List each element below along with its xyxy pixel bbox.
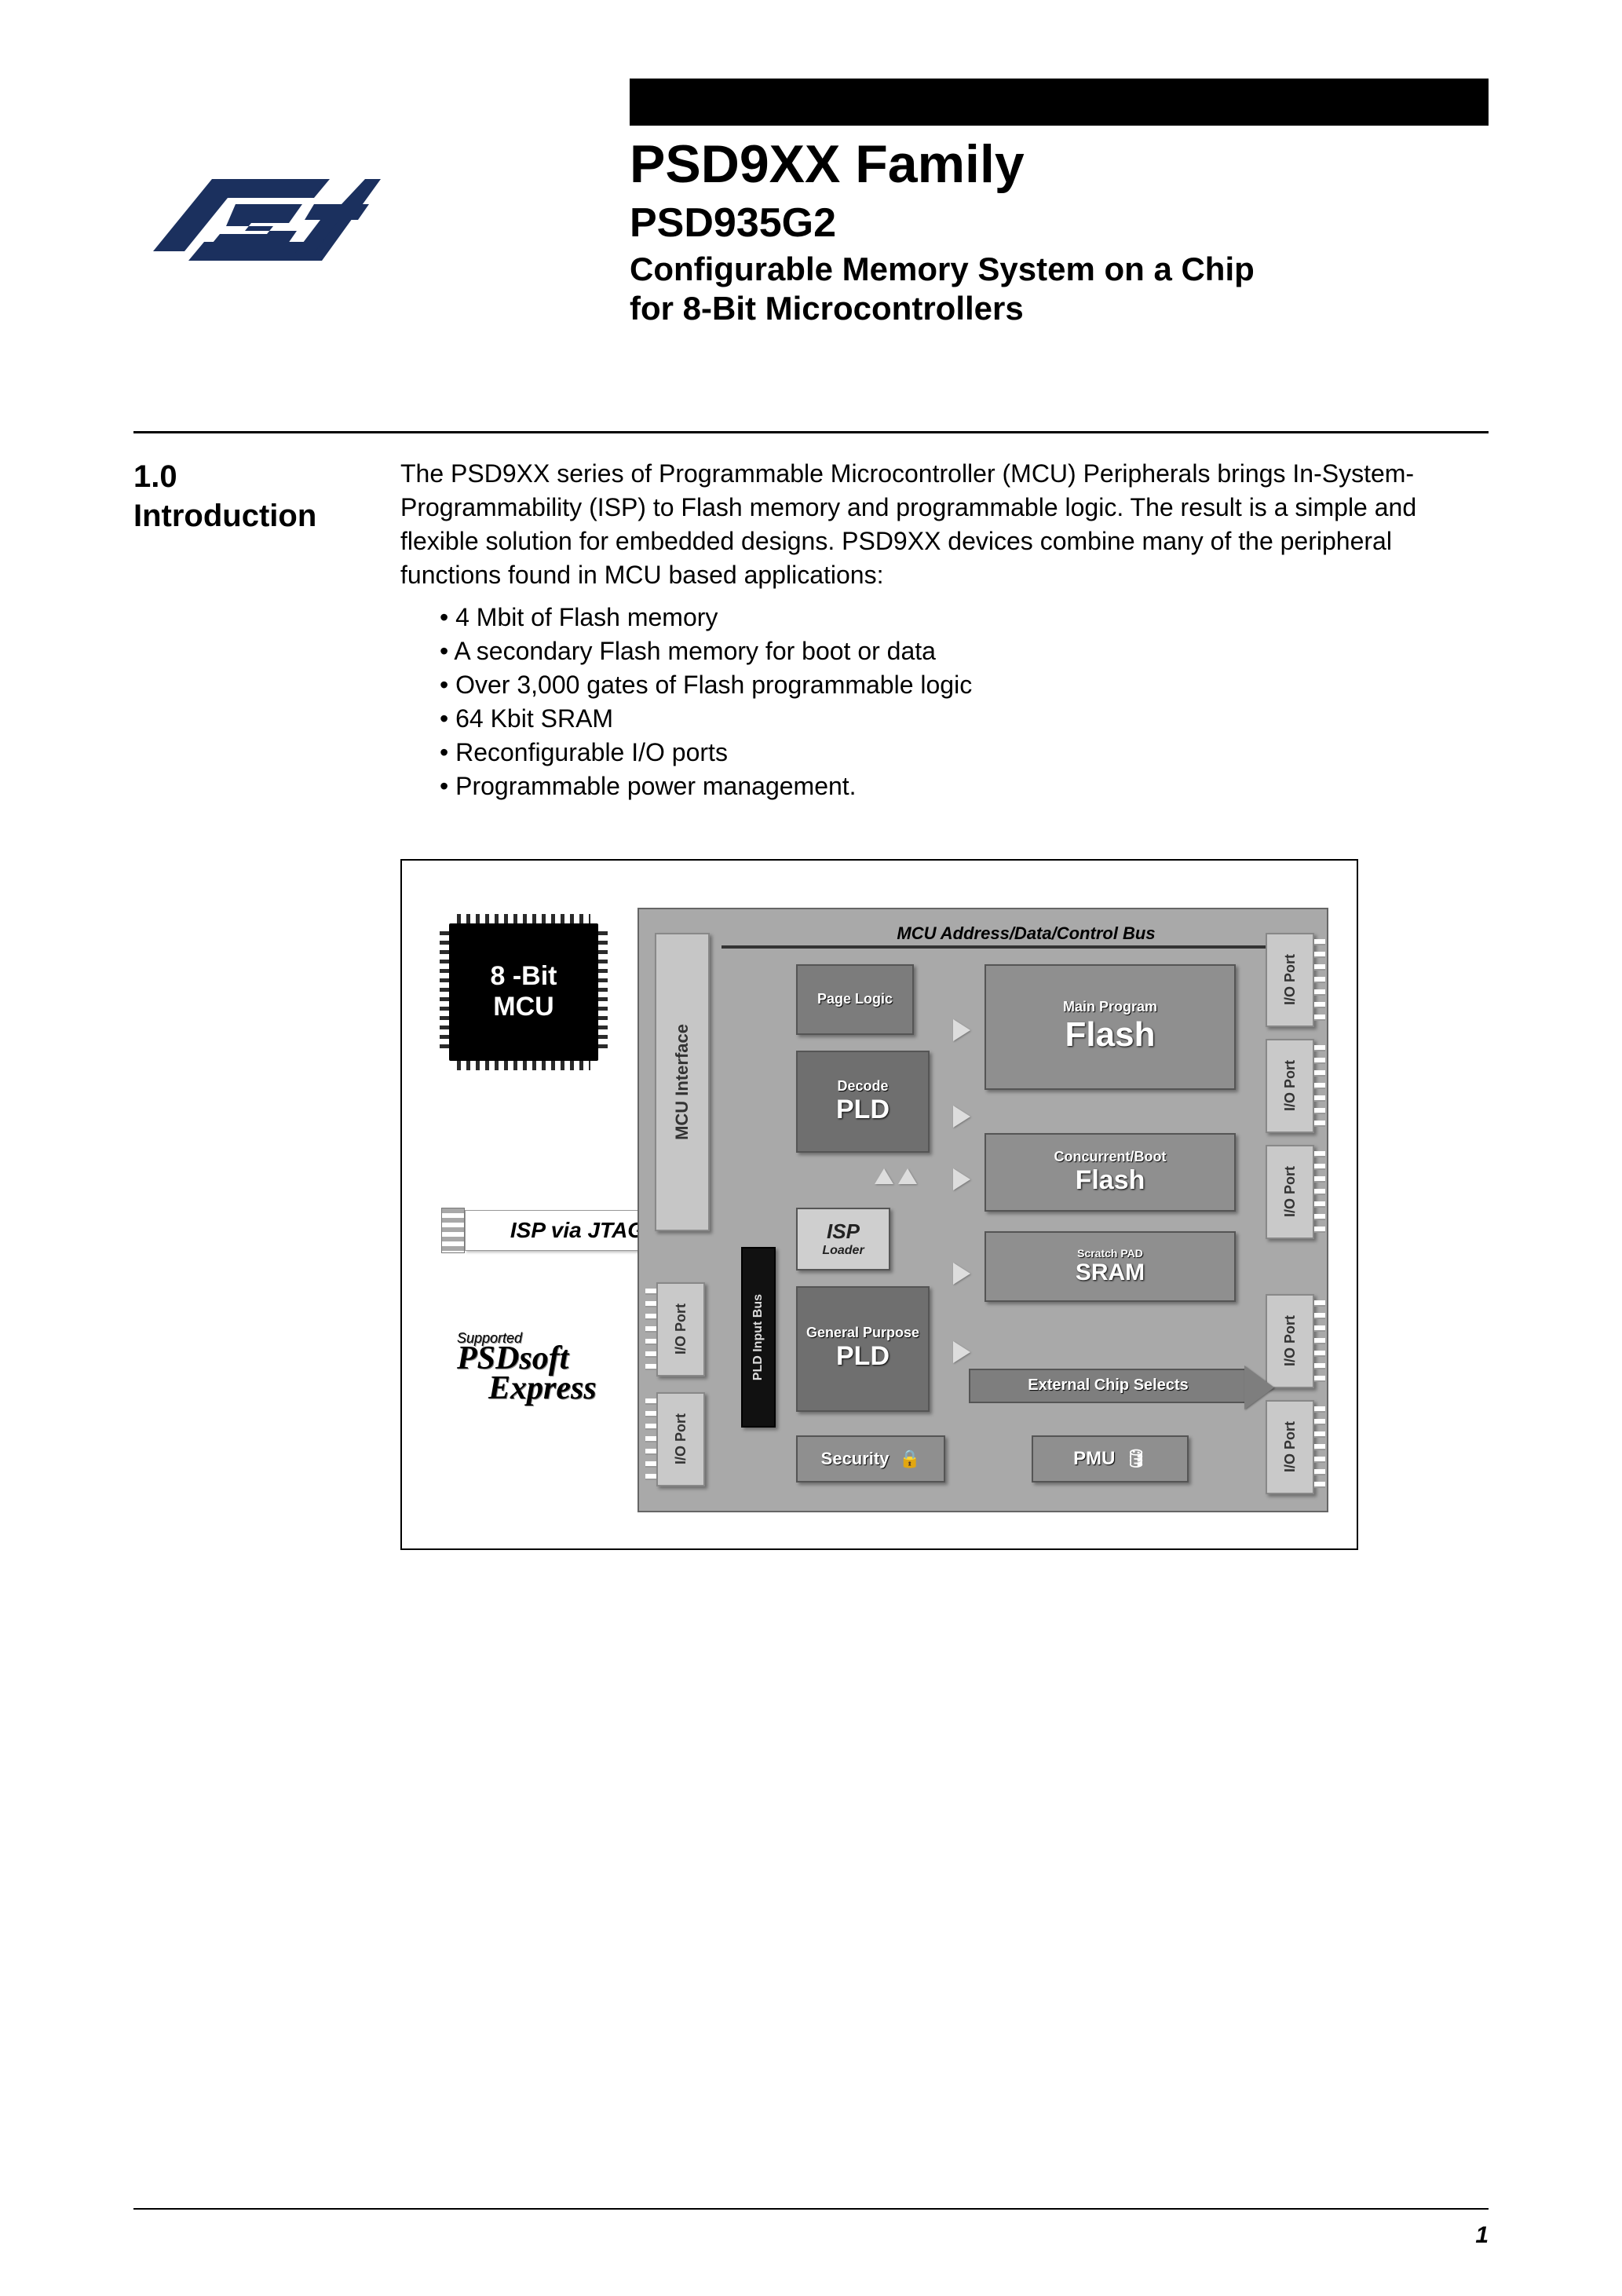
concurrent-boot-label: Concurrent/Boot: [1054, 1149, 1167, 1165]
pld-label: PLD: [836, 1095, 890, 1125]
io-port-label: I/O Port: [1282, 1315, 1299, 1366]
mcu-bus-line: [721, 945, 1311, 949]
psdsoft-l2: Express: [488, 1370, 597, 1406]
page-logic-block: Page Logic: [796, 964, 914, 1035]
lock-icon: 🔒: [899, 1449, 920, 1469]
gp-pld-label: PLD: [836, 1341, 890, 1372]
bullet-item: A secondary Flash memory for boot or dat…: [440, 634, 1489, 668]
flash-label-1: Flash: [1065, 1015, 1156, 1055]
pld-input-bus-block: PLD Input Bus: [741, 1247, 776, 1428]
title-subtitle-l2: for 8-Bit Microcontrollers: [630, 289, 1489, 328]
io-port-label: I/O Port: [1282, 1166, 1299, 1217]
mcu-interface-label: MCU Interface: [672, 1024, 692, 1140]
arrow-icon: [898, 1168, 917, 1184]
mcu-chip: 8 -Bit MCU: [449, 923, 598, 1061]
io-port-right-5: I/O Port: [1266, 1400, 1314, 1494]
page-number: 1: [1475, 2222, 1489, 2249]
io-port-left-1: I/O Port: [656, 1282, 705, 1377]
io-port-label: I/O Port: [673, 1303, 689, 1355]
io-port-label: I/O Port: [1282, 1060, 1299, 1111]
die-panel: MCU Address/Data/Control Bus MCU Interfa…: [637, 908, 1328, 1512]
decode-pld-block: Decode PLD: [796, 1051, 930, 1153]
pmu-label: PMU: [1073, 1448, 1115, 1469]
mcu-chip-l2: MCU: [493, 992, 553, 1022]
decode-label: Decode: [837, 1078, 888, 1095]
gp-label: General Purpose: [806, 1325, 919, 1341]
io-port-right-2: I/O Port: [1266, 1039, 1314, 1133]
section-heading: 1.0 Introduction: [133, 457, 400, 804]
st-logo: [133, 133, 630, 329]
title-subtitle-l1: Configurable Memory System on a Chip: [630, 250, 1489, 289]
isp-loader-block: ISP Loader: [796, 1208, 890, 1270]
intro-paragraph: The PSD9XX series of Programmable Microc…: [400, 457, 1489, 593]
database-icon: 🛢: [1125, 1449, 1147, 1469]
bullet-item: 4 Mbit of Flash memory: [440, 601, 1489, 634]
psdsoft-express-label: Supported PSDsoft Express: [457, 1332, 597, 1404]
title-part-number: PSD935G2: [630, 199, 1489, 247]
section-rule: [133, 431, 1489, 433]
io-port-label: I/O Port: [673, 1413, 689, 1464]
pmu-block: PMU 🛢: [1032, 1435, 1189, 1483]
external-chip-selects-block: External Chip Selects: [969, 1369, 1248, 1403]
title-family: PSD9XX Family: [630, 133, 1489, 195]
block-diagram: 8 -Bit MCU ISP via JTAG Supported PSDsof…: [400, 859, 1358, 1550]
sram-label: SRAM: [1076, 1260, 1145, 1286]
sram-block: Scratch PAD SRAM: [985, 1231, 1236, 1302]
page-logic-label: Page Logic: [817, 991, 893, 1007]
gp-pld-block: General Purpose PLD: [796, 1286, 930, 1412]
arrow-icon: [953, 1019, 970, 1041]
isp-label: ISP: [827, 1219, 860, 1244]
boot-flash-block: Concurrent/Boot Flash: [985, 1133, 1236, 1212]
bullet-item: Over 3,000 gates of Flash programmable l…: [440, 668, 1489, 702]
header-black-bar: [630, 79, 1489, 126]
arrow-icon: [953, 1106, 970, 1128]
arrow-icon: [953, 1168, 970, 1190]
mcu-interface-block: MCU Interface: [655, 933, 710, 1231]
io-port-right-3: I/O Port: [1266, 1145, 1314, 1239]
footer-rule: [133, 2208, 1489, 2210]
security-block: Security 🔒: [796, 1435, 945, 1483]
scratch-pad-label: Scratch PAD: [1077, 1247, 1143, 1260]
security-label: Security: [821, 1449, 890, 1468]
io-port-label: I/O Port: [1282, 954, 1299, 1005]
arrow-icon: [953, 1263, 970, 1285]
io-port-left-2: I/O Port: [656, 1392, 705, 1486]
ext-cs-label: External Chip Selects: [1028, 1377, 1189, 1395]
section-number: 1.0: [133, 457, 400, 496]
mcu-chip-l1: 8 -Bit: [491, 961, 557, 992]
arrow-icon: [953, 1341, 970, 1363]
section-title: Introduction: [133, 496, 400, 536]
loader-label: Loader: [822, 1244, 864, 1258]
bullet-item: Programmable power management.: [440, 770, 1489, 803]
main-program-label: Main Program: [1063, 999, 1157, 1015]
feature-bullets: 4 Mbit of Flash memory A secondary Flash…: [400, 601, 1489, 804]
flash-label-2: Flash: [1076, 1165, 1145, 1196]
bullet-item: Reconfigurable I/O ports: [440, 736, 1489, 770]
arrow-icon: [875, 1168, 893, 1184]
pld-input-bus-label: PLD Input Bus: [751, 1294, 765, 1380]
io-port-label: I/O Port: [1282, 1421, 1299, 1472]
bullet-item: 64 Kbit SRAM: [440, 702, 1489, 736]
io-port-right-1: I/O Port: [1266, 933, 1314, 1027]
main-flash-block: Main Program Flash: [985, 964, 1236, 1090]
mcu-bus-title: MCU Address/Data/Control Bus: [812, 923, 1240, 944]
